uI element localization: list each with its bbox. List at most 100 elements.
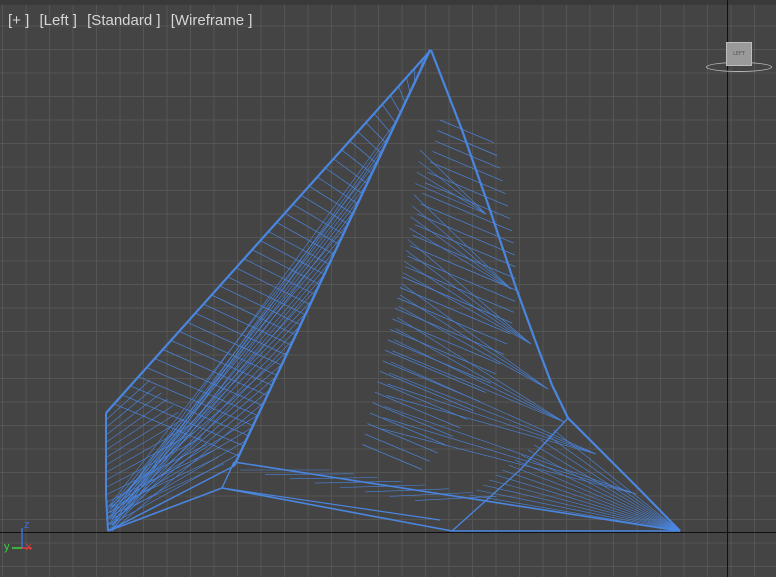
wire-edge-168 — [514, 459, 681, 532]
wire-edge-121 — [394, 308, 505, 355]
wire-edge-137 — [416, 172, 487, 215]
wire-edge-28 — [162, 349, 268, 396]
wire-edge-75 — [111, 287, 318, 508]
wire-edge-29 — [170, 340, 273, 386]
wire-edge-165 — [495, 474, 681, 532]
viewport-shading-wireframe-menu[interactable]: [Wireframe ] — [170, 12, 253, 29]
wire-edge-170 — [527, 449, 681, 532]
wire-edge-95 — [105, 418, 185, 466]
wire-edge-61 — [107, 465, 235, 532]
wire-edge-18 — [221, 461, 235, 489]
wire-edge-129 — [374, 391, 461, 429]
wire-edge-155 — [389, 372, 597, 455]
wire-edge-159 — [383, 417, 637, 495]
wire-edge-120 — [397, 297, 508, 345]
wire-edge-5 — [429, 49, 464, 131]
viewport-view-menu[interactable]: [Left ] — [39, 12, 77, 29]
wire-edge-77 — [109, 262, 330, 526]
wire-edge-138 — [415, 183, 487, 215]
wire-edge-101 — [105, 456, 219, 511]
wire-edge-103 — [439, 119, 495, 144]
wire-edge-177 — [289, 477, 378, 480]
wire-edge-145 — [404, 261, 532, 345]
wire-edge-139 — [413, 194, 512, 290]
axis-z-label: z — [24, 519, 30, 531]
wire-edge-123 — [389, 329, 496, 375]
wire-edge-157 — [386, 395, 597, 455]
wire-edge-114 — [412, 234, 517, 279]
wire-edge-178 — [314, 481, 402, 484]
axis-gizmo: z y x — [4, 520, 44, 556]
wire-edge-91 — [105, 392, 162, 436]
wire-edge-151 — [395, 328, 565, 423]
wire-edge-12 — [599, 449, 641, 491]
axis-gizmo-lines — [12, 528, 32, 549]
wire-edge-14 — [107, 487, 223, 532]
wire-edge-93 — [105, 405, 174, 451]
wire-edge-31 — [187, 321, 282, 366]
wire-edge-76 — [107, 274, 324, 532]
wire-edge-74 — [109, 300, 312, 514]
wire-edge-130 — [372, 402, 454, 437]
wire-edge-92 — [105, 399, 168, 443]
wire-edge-136 — [418, 160, 487, 215]
wire-edge-15 — [221, 487, 453, 532]
wire-edge-134 — [362, 444, 423, 470]
wire-edge-4 — [232, 49, 432, 467]
wire-edge-58 — [406, 77, 411, 93]
wire-edge-111 — [419, 203, 514, 244]
wire-edge-115 — [409, 245, 516, 291]
wire-edge-133 — [364, 433, 431, 462]
wire-edge-22 — [113, 403, 239, 457]
wire-edge-180 — [364, 488, 449, 493]
wire-edge-26 — [146, 367, 258, 416]
wire-edge-146 — [402, 272, 532, 345]
wire-edge-49 — [333, 158, 368, 184]
viewport-label-menu: [+ ] [Left ] [Standard ] [Wireframe ] — [8, 12, 258, 29]
wire-edge-131 — [369, 412, 446, 446]
wire-edge-164 — [489, 479, 681, 532]
wire-edge-144 — [406, 250, 532, 345]
viewport-plus-menu[interactable]: [+ ] — [8, 12, 30, 29]
wire-edge-17 — [233, 461, 681, 532]
wire-edge-51 — [349, 140, 377, 164]
wire-edge-116 — [407, 255, 516, 302]
wire-edge-148 — [399, 294, 549, 390]
wire-edge-97 — [105, 431, 196, 481]
wire-edge-171 — [534, 444, 681, 532]
wire-edge-44 — [292, 203, 344, 235]
wire-edge-127 — [379, 370, 474, 411]
wire-edge-174 — [553, 429, 681, 532]
wire-edge-169 — [521, 454, 681, 532]
wire-edge-53 — [365, 122, 387, 144]
wire-edge-21 — [221, 487, 441, 521]
horizontal-axis-line — [0, 532, 776, 533]
wire-edge-152 — [393, 339, 565, 423]
wire-edge-109 — [424, 182, 511, 219]
wire-edge-10 — [551, 384, 569, 419]
wire-edge-43 — [284, 212, 339, 245]
wire-edge-89 — [105, 379, 151, 421]
wire-edge-82 — [107, 198, 360, 526]
wire-edge-94 — [105, 411, 179, 458]
wire-edge-182 — [414, 496, 497, 501]
wire-edge-48 — [325, 167, 363, 194]
viewport-shading-standard-menu[interactable]: [Standard ] — [87, 12, 161, 29]
wire-edge-25 — [138, 376, 254, 426]
wire-edge-105 — [434, 140, 501, 169]
wire-edge-62 — [109, 453, 241, 526]
wire-edge-156 — [387, 383, 597, 455]
wire-edge-140 — [412, 205, 512, 290]
wire-edge-60 — [419, 59, 424, 73]
wire-edge-132 — [367, 423, 438, 454]
wire-edge-9 — [533, 339, 554, 386]
wire-edge-27 — [154, 358, 263, 406]
wire-edge-34 — [211, 294, 296, 336]
wire-edge-42 — [276, 222, 334, 255]
wire-edge-11 — [567, 417, 601, 451]
wire-edge-149 — [398, 305, 549, 390]
wire-edge-96 — [105, 424, 191, 473]
viewcube[interactable]: LEFT — [726, 42, 752, 66]
